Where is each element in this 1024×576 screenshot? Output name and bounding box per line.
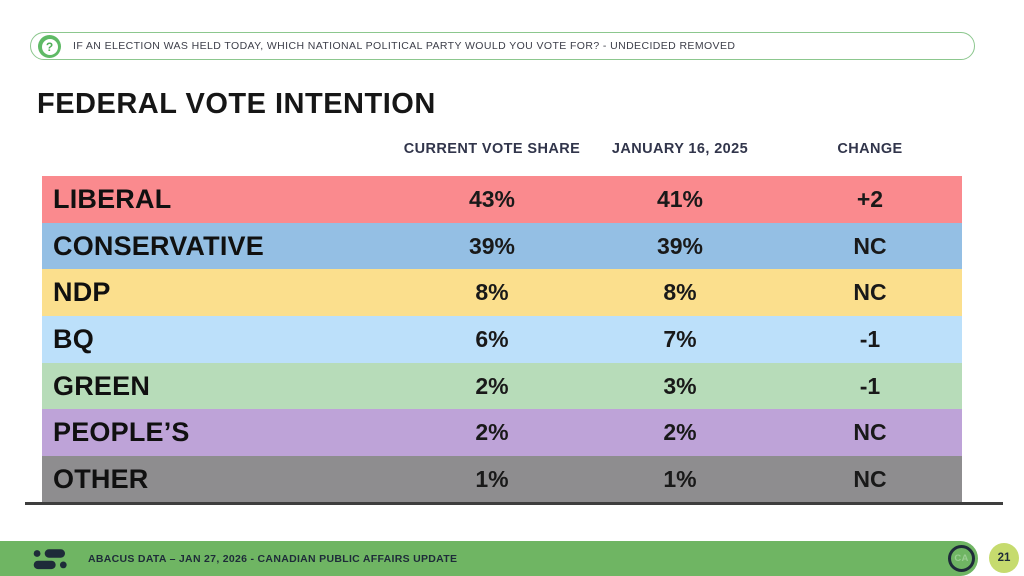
previous-vote-share-value: 41% [656, 185, 704, 212]
question-bar: ? IF AN ELECTION WAS HELD TODAY, WHICH N… [30, 32, 975, 60]
table-row: NDP 8% 8% NC [42, 269, 962, 317]
previous-vote-share-value: 1% [663, 465, 697, 492]
change-value: NC [853, 232, 887, 259]
current-vote-share-value: 43% [468, 185, 516, 212]
header-party-spacer [42, 124, 402, 174]
current-vote-share-value: 6% [475, 325, 509, 352]
table-row: LIBERAL 43% 41% +2 [42, 176, 962, 223]
footer-bar: ABACUS DATA – JAN 27, 2026 - CANADIAN PU… [0, 541, 978, 576]
party-label: LIBERAL [53, 183, 172, 214]
question-text: IF AN ELECTION WAS HELD TODAY, WHICH NAT… [73, 40, 736, 52]
current-vote-share-value: 8% [475, 279, 509, 306]
ca-logo-badge: CA [948, 545, 975, 572]
page-title: FEDERAL VOTE INTENTION [37, 88, 436, 120]
question-mark-icon: ? [38, 35, 61, 58]
table-row: OTHER 1% 1% NC [42, 456, 962, 503]
party-label: BQ [53, 323, 94, 354]
header-current-vote-share: CURRENT VOTE SHARE [403, 140, 581, 157]
current-vote-share-value: 2% [475, 419, 509, 446]
vote-intention-table: LIBERAL 43% 41% +2 CONSERVATIVE 39% 39% … [42, 176, 962, 503]
table-row: CONSERVATIVE 39% 39% NC [42, 222, 962, 270]
change-value: -1 [859, 325, 881, 352]
party-label: CONSERVATIVE [53, 230, 264, 261]
previous-vote-share-value: 2% [663, 419, 697, 446]
question-mark-glyph: ? [41, 38, 58, 55]
previous-vote-share-value: 7% [663, 325, 697, 352]
change-value: NC [853, 279, 887, 306]
previous-vote-share-value: 39% [656, 232, 704, 259]
party-label: NDP [53, 277, 111, 308]
table-row: PEOPLE’S 2% 2% NC [42, 409, 962, 457]
party-label: OTHER [53, 463, 149, 494]
party-label: GREEN [53, 370, 151, 401]
current-vote-share-value: 39% [468, 232, 516, 259]
table-header: CURRENT VOTE SHARE JANUARY 16, 2025 CHAN… [42, 124, 962, 174]
current-vote-share-value: 2% [475, 372, 509, 399]
header-change: CHANGE [837, 140, 903, 157]
party-label: PEOPLE’S [53, 417, 190, 448]
table-row: GREEN 2% 3% -1 [42, 362, 962, 410]
change-value: NC [853, 419, 887, 446]
change-value: NC [853, 465, 887, 492]
footer-credit-text: ABACUS DATA – JAN 27, 2026 - CANADIAN PU… [88, 552, 458, 565]
header-january-16-2025: JANUARY 16, 2025 [611, 140, 749, 157]
table-row: BQ 6% 7% -1 [42, 316, 962, 363]
previous-vote-share-value: 8% [663, 279, 697, 306]
table-bottom-rule [25, 502, 1003, 505]
page-number-badge: 21 [989, 543, 1019, 573]
abacus-data-logo [33, 549, 67, 570]
previous-vote-share-value: 3% [663, 372, 697, 399]
current-vote-share-value: 1% [475, 465, 509, 492]
change-value: +2 [856, 185, 884, 212]
change-value: -1 [859, 372, 881, 399]
